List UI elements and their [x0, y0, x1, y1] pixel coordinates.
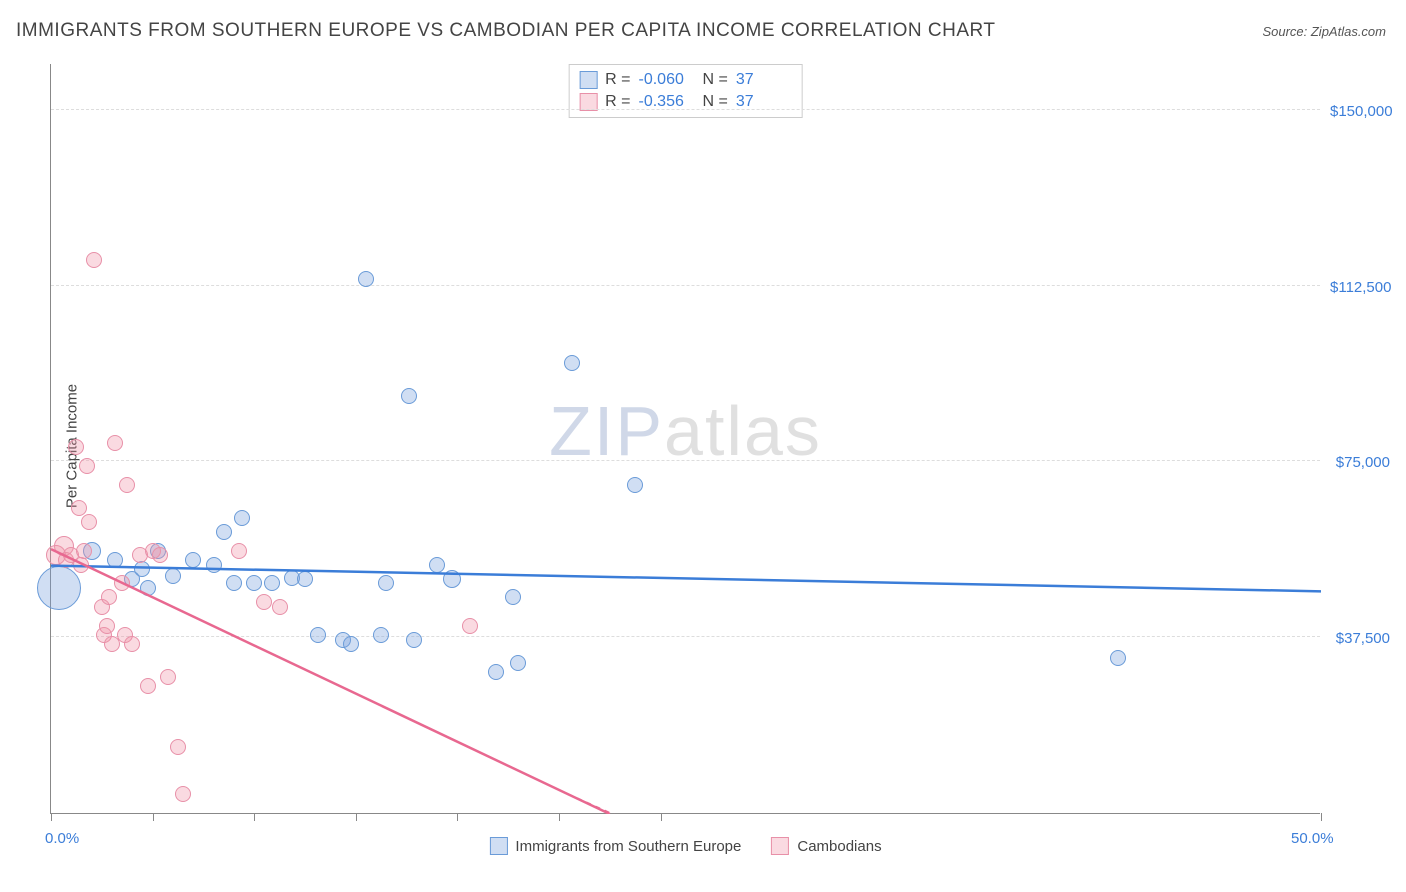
- gridline-horizontal: [51, 285, 1320, 286]
- legend-swatch: [489, 837, 507, 855]
- trend-line: [51, 566, 1321, 592]
- bubble-series-a: [206, 557, 222, 573]
- stat-n-label: N =: [703, 71, 728, 89]
- bubble-series-b: [140, 678, 156, 694]
- bubble-series-a: [185, 552, 201, 568]
- bubble-series-a: [134, 561, 150, 577]
- bubble-series-a: [564, 355, 580, 371]
- bubble-series-a: [429, 557, 445, 573]
- bubble-series-b: [86, 252, 102, 268]
- bubble-series-b: [76, 543, 92, 559]
- legend-swatch: [579, 71, 597, 89]
- x-tick: [51, 813, 52, 821]
- bubble-series-a: [297, 571, 313, 587]
- x-tick: [356, 813, 357, 821]
- series-legend: Immigrants from Southern Europe Cambodian…: [489, 837, 881, 855]
- x-tick: [457, 813, 458, 821]
- bubble-series-b: [81, 514, 97, 530]
- bubble-series-b: [160, 669, 176, 685]
- legend-item: Immigrants from Southern Europe: [489, 837, 741, 855]
- bubble-series-b: [101, 589, 117, 605]
- correlation-stats-box: R =-0.060N =37R =-0.356N =37: [568, 64, 803, 118]
- bubble-series-a: [310, 627, 326, 643]
- bubble-series-a: [443, 570, 461, 588]
- bubble-series-a: [373, 627, 389, 643]
- source-credit: Source: ZipAtlas.com: [1262, 24, 1386, 39]
- source-prefix: Source:: [1262, 24, 1310, 39]
- watermark: ZIPatlas: [549, 391, 822, 471]
- legend-item: Cambodians: [771, 837, 881, 855]
- y-tick-label: $150,000: [1330, 103, 1390, 120]
- bubble-series-a: [510, 655, 526, 671]
- bubble-series-b: [73, 557, 89, 573]
- y-tick-label: $37,500: [1330, 630, 1390, 647]
- bubble-series-b: [68, 439, 84, 455]
- bubble-series-a: [406, 632, 422, 648]
- gridline-horizontal: [51, 460, 1320, 461]
- bubble-series-b: [175, 786, 191, 802]
- stat-r-value: -0.060: [639, 71, 695, 89]
- legend-label: Cambodians: [797, 838, 881, 855]
- x-tick: [1321, 813, 1322, 821]
- x-tick: [559, 813, 560, 821]
- x-tick-label: 50.0%: [1291, 830, 1334, 847]
- bubble-series-a: [264, 575, 280, 591]
- bubble-series-a: [488, 664, 504, 680]
- bubble-series-b: [114, 575, 130, 591]
- stat-n-value: 37: [736, 71, 792, 89]
- bubble-series-b: [99, 618, 115, 634]
- bubble-series-a: [343, 636, 359, 652]
- trend-line: [51, 549, 610, 814]
- source-name: ZipAtlas.com: [1311, 24, 1386, 39]
- x-tick-label: 0.0%: [45, 830, 79, 847]
- legend-swatch: [771, 837, 789, 855]
- bubble-series-b: [231, 543, 247, 559]
- bubble-series-a: [505, 589, 521, 605]
- bubble-series-b: [119, 477, 135, 493]
- bubble-series-a: [246, 575, 262, 591]
- trend-lines: [51, 64, 1321, 814]
- bubble-series-b: [272, 599, 288, 615]
- bubble-series-a: [140, 580, 156, 596]
- x-tick: [153, 813, 154, 821]
- x-tick: [254, 813, 255, 821]
- stats-row: R = -0.060 N = 37: [579, 69, 792, 91]
- gridline-horizontal: [51, 636, 1320, 637]
- x-tick: [661, 813, 662, 821]
- bubble-series-a: [37, 566, 81, 610]
- y-tick-label: $112,500: [1330, 279, 1390, 296]
- chart-title: IMMIGRANTS FROM SOUTHERN EUROPE VS CAMBO…: [16, 20, 996, 42]
- y-tick-label: $75,000: [1330, 454, 1390, 471]
- bubble-series-a: [165, 568, 181, 584]
- bubble-series-b: [170, 739, 186, 755]
- bubble-series-b: [256, 594, 272, 610]
- bubble-series-b: [152, 547, 168, 563]
- bubble-series-a: [1110, 650, 1126, 666]
- bubble-series-b: [79, 458, 95, 474]
- bubble-series-a: [378, 575, 394, 591]
- bubble-series-a: [216, 524, 232, 540]
- plot-area: ZIPatlas R =-0.060N =37R =-0.356N =37 Im…: [50, 64, 1320, 814]
- bubble-series-a: [226, 575, 242, 591]
- bubble-series-b: [107, 435, 123, 451]
- trend-line-extrapolation: [559, 790, 635, 814]
- stat-r-label: R =: [605, 71, 630, 89]
- watermark-part1: ZIP: [549, 392, 664, 470]
- chart-container: IMMIGRANTS FROM SOUTHERN EUROPE VS CAMBO…: [0, 0, 1406, 892]
- bubble-series-a: [401, 388, 417, 404]
- gridline-horizontal: [51, 109, 1320, 110]
- bubble-series-a: [107, 552, 123, 568]
- bubble-series-b: [462, 618, 478, 634]
- bubble-series-b: [124, 636, 140, 652]
- bubble-series-a: [627, 477, 643, 493]
- bubble-series-b: [71, 500, 87, 516]
- legend-label: Immigrants from Southern Europe: [515, 838, 741, 855]
- bubble-series-a: [358, 271, 374, 287]
- bubble-series-a: [234, 510, 250, 526]
- watermark-part2: atlas: [664, 392, 822, 470]
